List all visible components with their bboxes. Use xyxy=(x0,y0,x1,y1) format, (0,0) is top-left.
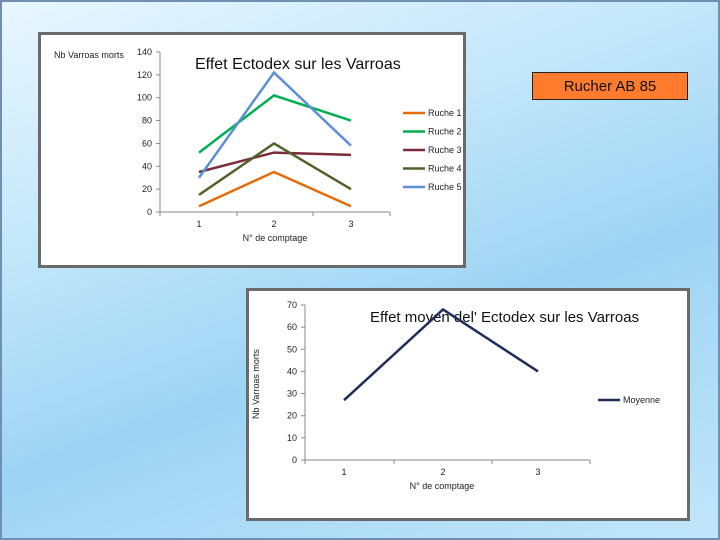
x-tick-label: 3 xyxy=(348,219,353,229)
series-line-5 xyxy=(197,70,352,179)
series-line-1 xyxy=(198,170,352,208)
chart-1-title: Effet Ectodex sur les Varroas xyxy=(195,56,401,73)
y-tick-label: 50 xyxy=(287,344,297,354)
chart-1-ylabel: Nb Varroas morts xyxy=(54,50,124,60)
y-tick-label: 0 xyxy=(147,207,152,217)
y-tick-label: 40 xyxy=(142,161,152,171)
y-tick-label: 20 xyxy=(142,184,152,194)
legend-label: Ruche 3 xyxy=(428,145,462,155)
chart-2-title: Effet moyen del' Ectodex sur les Varroas xyxy=(370,309,639,326)
x-tick-label: 2 xyxy=(440,467,445,477)
x-tick-label: 1 xyxy=(196,219,201,229)
series-line-4 xyxy=(198,141,352,196)
series-line-1 xyxy=(343,307,539,402)
y-tick-label: 0 xyxy=(292,455,297,465)
y-tick-label: 100 xyxy=(137,93,152,103)
chart-2-xlabel: N° de comptage xyxy=(410,481,475,491)
x-tick-label: 1 xyxy=(341,467,346,477)
rucher-badge: Rucher AB 85 xyxy=(532,72,688,100)
legend-label: Ruche 1 xyxy=(428,108,462,118)
series-line-3 xyxy=(198,151,352,174)
x-tick-label: 3 xyxy=(535,467,540,477)
legend-label: Ruche 2 xyxy=(428,127,462,137)
chart-2-ylabel: Nb Varroas morts xyxy=(251,349,261,419)
legend-label: Ruche 4 xyxy=(428,164,462,174)
y-tick-label: 80 xyxy=(142,116,152,126)
y-tick-label: 140 xyxy=(137,47,152,57)
chart-1-xlabel: N° de comptage xyxy=(243,233,308,243)
y-tick-label: 60 xyxy=(142,138,152,148)
y-tick-label: 30 xyxy=(287,389,297,399)
x-tick-label: 2 xyxy=(271,219,276,229)
y-tick-label: 20 xyxy=(287,411,297,421)
legend-label: Ruche 5 xyxy=(428,182,462,192)
y-tick-label: 70 xyxy=(287,300,297,310)
y-tick-label: 40 xyxy=(287,366,297,376)
y-tick-label: 120 xyxy=(137,70,152,80)
legend-label: Moyenne xyxy=(623,395,660,405)
y-tick-label: 10 xyxy=(287,433,297,443)
y-tick-label: 60 xyxy=(287,322,297,332)
chart-1-panel xyxy=(38,32,466,268)
series-line-2 xyxy=(198,94,352,154)
